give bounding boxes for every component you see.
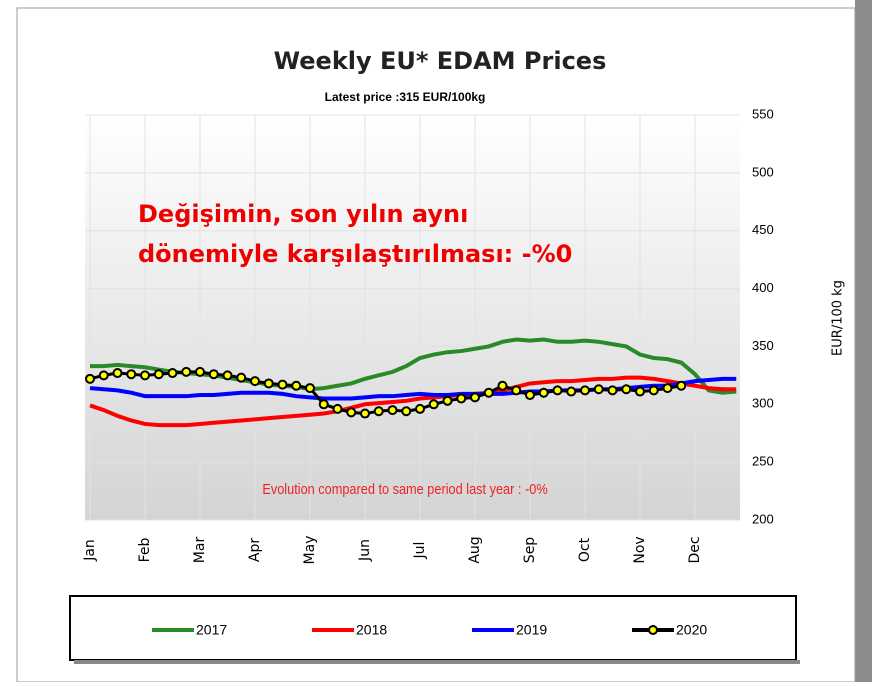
series-line xyxy=(89,375,737,428)
point-marker xyxy=(195,366,205,377)
point-marker xyxy=(112,368,123,379)
point-marker xyxy=(415,403,425,414)
chart-title: Weekly EU* EDAM Prices xyxy=(274,47,607,75)
point-marker xyxy=(401,406,412,417)
y-tick-label: 200 xyxy=(752,511,774,526)
legend-marker xyxy=(648,625,658,635)
point-marker xyxy=(456,393,467,404)
x-tick-label: Dec xyxy=(687,536,703,563)
point-marker xyxy=(648,385,659,396)
point-marker xyxy=(580,385,590,396)
x-tick-label: Jan xyxy=(82,539,98,562)
point-marker xyxy=(85,373,95,384)
legend-label: 2018 xyxy=(356,622,387,638)
point-marker xyxy=(360,408,370,419)
y-tick-label: 250 xyxy=(752,454,774,469)
y-tick-label: 350 xyxy=(752,338,774,353)
x-tick-label: Jun xyxy=(357,539,373,562)
point-marker xyxy=(483,387,494,398)
legend-label: 2019 xyxy=(516,622,547,638)
point-marker xyxy=(566,386,577,397)
point-marker xyxy=(98,370,109,381)
point-marker xyxy=(497,380,508,391)
point-marker xyxy=(250,376,260,387)
legend-label: 2017 xyxy=(196,622,227,638)
overlay-text: Değişimin, son yılın aynı xyxy=(138,200,468,228)
point-marker xyxy=(552,385,563,396)
point-marker xyxy=(525,390,535,401)
x-tick-label: Sep xyxy=(522,537,538,564)
x-tick-label: Oct xyxy=(577,537,593,562)
point-marker xyxy=(511,385,522,396)
point-marker xyxy=(277,379,288,390)
point-marker xyxy=(318,399,329,410)
point-marker xyxy=(676,380,687,391)
x-tick-label: Feb xyxy=(137,537,153,562)
x-tick-label: Apr xyxy=(247,538,263,562)
point-marker xyxy=(291,380,302,391)
x-tick-label: Jul xyxy=(412,542,428,560)
overlay-text: dönemiyle karşılaştırılması: -%0 xyxy=(138,240,572,268)
plot-area xyxy=(85,115,740,520)
y-tick-label: 500 xyxy=(752,164,774,179)
side-strip xyxy=(855,0,872,682)
point-marker xyxy=(208,369,219,380)
point-marker xyxy=(607,385,618,396)
point-marker xyxy=(153,369,164,380)
point-marker xyxy=(662,383,673,394)
point-marker xyxy=(442,395,453,406)
point-marker xyxy=(346,407,357,418)
x-tick-label: Nov xyxy=(632,536,648,563)
annotation: Evolution compared to same period last y… xyxy=(262,480,547,497)
x-tick-label: Mar xyxy=(192,537,208,564)
point-marker xyxy=(236,372,247,383)
point-marker xyxy=(305,383,315,394)
point-marker xyxy=(222,370,233,381)
point-marker xyxy=(181,366,192,377)
y-tick-label: 450 xyxy=(752,222,774,237)
point-marker xyxy=(593,384,604,395)
legend-label: 2020 xyxy=(676,622,707,638)
point-marker xyxy=(635,386,645,397)
point-marker xyxy=(538,387,549,398)
point-marker xyxy=(470,392,480,403)
subtitle: Latest price :315 EUR/100kg xyxy=(325,90,486,104)
point-marker xyxy=(373,406,384,417)
x-tick-label: May xyxy=(302,536,318,565)
y-tick-label: 550 xyxy=(752,106,774,121)
y-tick-label: 300 xyxy=(752,396,774,411)
point-marker xyxy=(387,405,398,416)
point-marker xyxy=(332,403,343,414)
x-tick-label: Aug xyxy=(467,536,483,563)
point-marker xyxy=(621,384,632,395)
point-marker xyxy=(263,378,274,389)
y-axis-label: EUR/100 kg xyxy=(831,280,846,356)
point-marker xyxy=(428,399,439,410)
point-marker xyxy=(126,369,137,380)
y-tick-label: 400 xyxy=(752,280,774,295)
point-marker xyxy=(140,370,150,381)
point-marker xyxy=(167,368,178,379)
legend-shadow xyxy=(74,660,800,664)
